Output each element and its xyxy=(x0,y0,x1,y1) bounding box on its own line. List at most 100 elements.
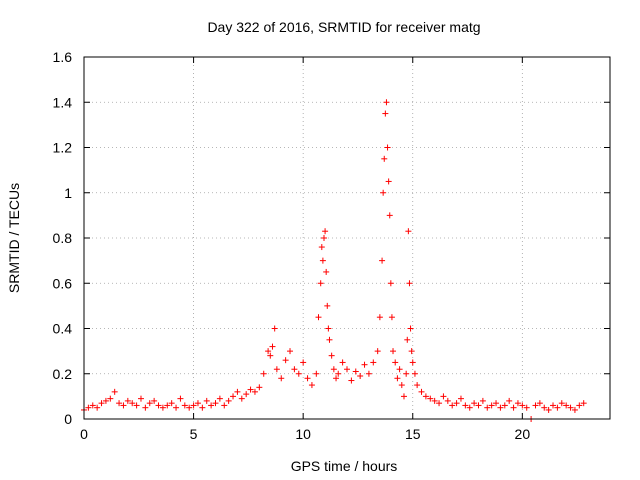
data-point xyxy=(269,344,275,350)
data-point xyxy=(329,353,335,359)
data-point xyxy=(375,348,381,354)
data-point xyxy=(112,389,118,395)
data-point xyxy=(291,366,297,372)
y-tick-label: 0.2 xyxy=(53,366,73,382)
data-point xyxy=(217,396,223,402)
data-point xyxy=(381,156,387,162)
data-point xyxy=(177,396,183,402)
data-point xyxy=(278,375,284,381)
data-point xyxy=(324,303,330,309)
data-point xyxy=(319,244,325,250)
data-point xyxy=(331,366,337,372)
data-point xyxy=(204,398,210,404)
data-point xyxy=(320,258,326,264)
data-point xyxy=(300,359,306,365)
plot-frame xyxy=(84,57,610,419)
data-point xyxy=(323,269,329,275)
chart: Day 322 of 2016, SRMTID for receiver mat… xyxy=(0,0,640,480)
data-point xyxy=(379,258,385,264)
data-point xyxy=(458,396,464,402)
data-point xyxy=(383,99,389,105)
data-point xyxy=(370,359,376,365)
data-point xyxy=(511,405,517,411)
data-point xyxy=(309,382,315,388)
data-point xyxy=(287,348,293,354)
x-tick-label: 15 xyxy=(405,426,421,442)
data-point xyxy=(353,368,359,374)
data-point xyxy=(390,348,396,354)
data-point xyxy=(480,398,486,404)
data-point xyxy=(256,384,262,390)
data-point xyxy=(305,375,311,381)
data-point xyxy=(385,145,391,151)
data-point xyxy=(406,280,412,286)
data-point xyxy=(419,389,425,395)
axis-ticks: 0 5 10 15 20 0 0.2 0.4 0.6 0.8 1 1.2 1.4 1.6 xyxy=(53,49,610,442)
data-point xyxy=(386,178,392,184)
data-point xyxy=(389,314,395,320)
data-point xyxy=(325,326,331,332)
data-point xyxy=(409,348,415,354)
data-point xyxy=(221,402,227,408)
data-point xyxy=(313,371,319,377)
y-axis-label: SRMTID / TECUs xyxy=(6,183,22,293)
data-point xyxy=(326,337,332,343)
data-point xyxy=(142,405,148,411)
data-point xyxy=(403,371,409,377)
data-point xyxy=(348,378,354,384)
grid xyxy=(84,57,610,419)
y-tick-label: 1 xyxy=(64,185,72,201)
data-point xyxy=(321,235,327,241)
data-point xyxy=(392,359,398,365)
data-point xyxy=(239,396,245,402)
data-point xyxy=(173,405,179,411)
data-point xyxy=(243,391,249,397)
y-tick-label: 0.4 xyxy=(53,321,73,337)
data-point xyxy=(199,405,205,411)
data-point xyxy=(318,280,324,286)
data-point xyxy=(404,337,410,343)
x-tick-label: 0 xyxy=(80,426,88,442)
data-point xyxy=(445,398,451,404)
data-point xyxy=(230,393,236,399)
data-point xyxy=(340,359,346,365)
data-point xyxy=(405,228,411,234)
data-point xyxy=(234,389,240,395)
data-point xyxy=(272,326,278,332)
data-point xyxy=(440,393,446,399)
x-tick-label: 20 xyxy=(515,426,531,442)
data-point xyxy=(397,366,403,372)
data-point xyxy=(412,371,418,377)
data-point xyxy=(138,396,144,402)
chart-title: Day 322 of 2016, SRMTID for receiver mat… xyxy=(207,19,480,35)
data-point xyxy=(377,314,383,320)
y-tick-label: 0.6 xyxy=(53,275,73,291)
data-point xyxy=(394,375,400,381)
data-point xyxy=(226,398,232,404)
x-tick-label: 5 xyxy=(190,426,198,442)
data-point xyxy=(322,228,328,234)
y-tick-label: 0 xyxy=(64,411,72,427)
data-point xyxy=(401,393,407,399)
data-point xyxy=(382,111,388,117)
data-point xyxy=(410,359,416,365)
data-point xyxy=(399,382,405,388)
data-point xyxy=(344,366,350,372)
data-point xyxy=(357,373,363,379)
data-point xyxy=(362,362,368,368)
data-point xyxy=(274,366,280,372)
data-point xyxy=(366,371,372,377)
y-tick-label: 1.6 xyxy=(53,49,73,65)
x-tick-label: 10 xyxy=(295,426,311,442)
y-tick-label: 1.4 xyxy=(53,94,73,110)
data-point xyxy=(506,398,512,404)
data-point xyxy=(388,280,394,286)
y-tick-label: 0.8 xyxy=(53,230,73,246)
data-point xyxy=(387,212,393,218)
data-point xyxy=(316,314,322,320)
data-point xyxy=(261,371,267,377)
y-tick-label: 1.2 xyxy=(53,140,73,156)
data-point xyxy=(296,371,302,377)
x-axis-label: GPS time / hours xyxy=(291,458,398,474)
data-point xyxy=(414,382,420,388)
